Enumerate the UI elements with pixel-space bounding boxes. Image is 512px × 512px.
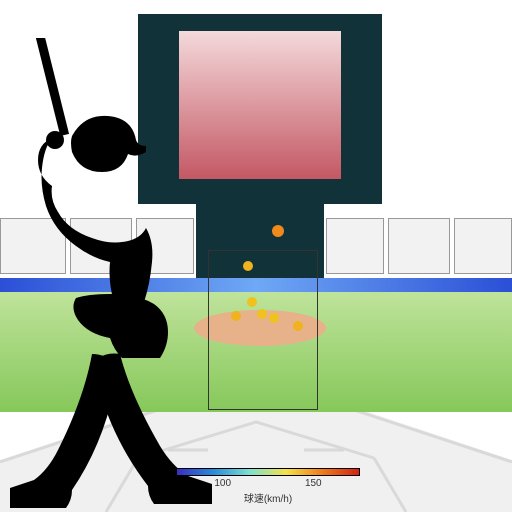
speed-tick-100: 100 <box>214 478 231 489</box>
pitch-marker <box>231 311 241 321</box>
stand-block <box>388 218 450 274</box>
pitch-location-chart: . 100 . 150 . 球速(km/h) <box>0 0 512 512</box>
pitch-marker <box>257 309 267 319</box>
stand-block <box>454 218 512 274</box>
batter-silhouette <box>0 38 230 508</box>
speed-legend: . 100 . 150 . 球速(km/h) <box>176 468 360 505</box>
pitch-marker <box>293 321 303 331</box>
pitch-marker <box>272 225 284 237</box>
speed-legend-bar <box>176 468 360 476</box>
stand-block <box>326 218 384 274</box>
pitch-marker <box>243 261 253 271</box>
speed-legend-ticks: . 100 . 150 . <box>176 478 360 489</box>
pitch-marker <box>269 313 279 323</box>
speed-legend-label: 球速(km/h) <box>176 490 360 505</box>
pitch-marker <box>247 297 257 307</box>
speed-tick-150: 150 <box>305 478 322 489</box>
